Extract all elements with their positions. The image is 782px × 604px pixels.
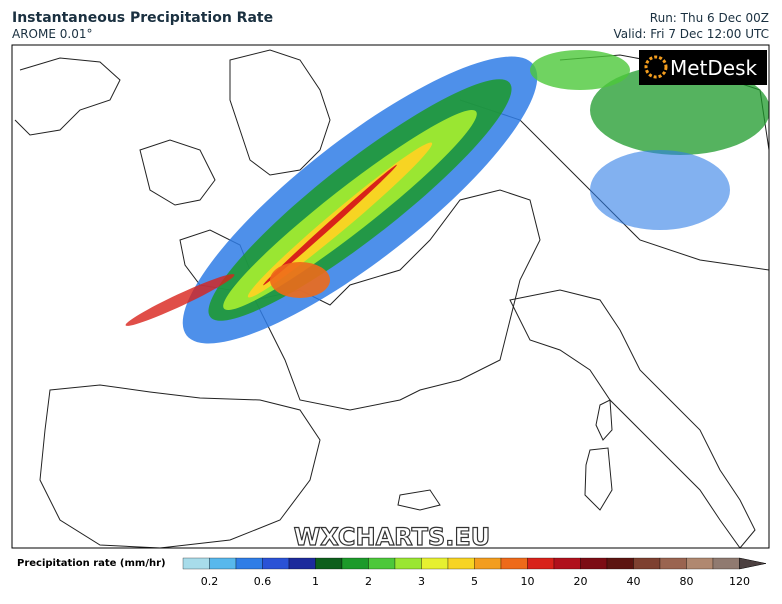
colorbar-tick-label: 20 xyxy=(574,575,588,588)
colorbar-tick-label: 80 xyxy=(680,575,694,588)
colorbar-tick-label: 3 xyxy=(418,575,425,588)
precipitation xyxy=(125,50,769,344)
model: AROME 0.01° xyxy=(12,27,92,41)
colorbar-tick-label: 2 xyxy=(365,575,372,588)
colorbar-tick-label: 10 xyxy=(521,575,535,588)
colorbar-segment xyxy=(553,557,581,570)
title: Instantaneous Precipitation Rate xyxy=(12,10,273,26)
colorbar-segment xyxy=(421,557,449,570)
colorbar-segment xyxy=(606,557,634,570)
colorbar-tick-label: 0.6 xyxy=(254,575,272,588)
colorbar-arrow xyxy=(739,557,767,570)
colorbar-segment xyxy=(288,557,316,570)
colorbar-tick-label: 5 xyxy=(471,575,478,588)
logo-icon xyxy=(644,55,668,79)
colorbar-tick-label: 40 xyxy=(627,575,641,588)
colorbar-segment xyxy=(368,557,396,570)
colorbar-segment xyxy=(527,557,555,570)
logo: MetDesk xyxy=(670,56,758,80)
colorbar-segment xyxy=(659,557,687,570)
colorbar-segment xyxy=(447,557,475,570)
colorbar-segment xyxy=(394,557,422,570)
colorbar-segment xyxy=(580,557,608,570)
map-frame xyxy=(11,44,770,549)
valid: Valid: Fri 7 Dec 12:00 UTC xyxy=(613,27,769,41)
colorbar-segment xyxy=(633,557,661,570)
colorbar-tick-label: 0.2 xyxy=(201,575,219,588)
colorbar-segment xyxy=(235,557,263,570)
logo-box xyxy=(639,50,767,85)
watermark: WXCHARTS.EU xyxy=(294,523,490,551)
colorbar-segment xyxy=(315,557,343,570)
colorbar-segment xyxy=(474,557,502,570)
colorbar-segment xyxy=(209,557,237,570)
colorbar-tick-label: 120 xyxy=(729,575,750,588)
colorbar-segment xyxy=(182,557,210,570)
colorbar-segment xyxy=(712,557,740,570)
colorbar-tick-label: 1 xyxy=(312,575,319,588)
colorbar: 0.2 0.6 1 2 3 5 10 20 40 80 120 xyxy=(182,557,767,588)
colorbar-segment xyxy=(262,557,290,570)
colorbar-segment xyxy=(341,557,369,570)
colorbar-segment xyxy=(686,557,714,570)
map: MetDesk WXCHARTS.EU xyxy=(11,44,770,552)
run: Run: Thu 6 Dec 00Z xyxy=(650,11,769,25)
colorbar-label: Precipitation rate (mm/hr) xyxy=(17,558,166,569)
colorbar-segment xyxy=(500,557,528,570)
